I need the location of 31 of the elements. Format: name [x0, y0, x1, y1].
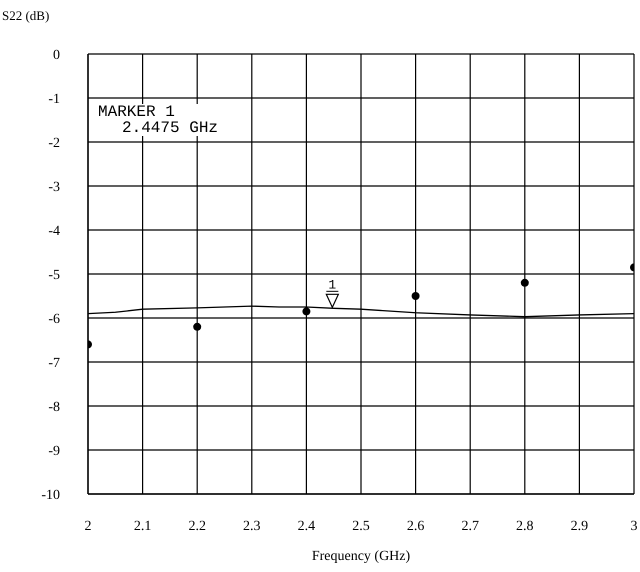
x-tick-label: 3	[630, 518, 638, 534]
x-tick-label: 2.2	[188, 518, 206, 534]
y-tick-label: -10	[41, 488, 60, 503]
y-tick-label: -6	[48, 312, 60, 327]
y-tick-label: -4	[48, 224, 60, 239]
y-tick-label: -8	[48, 400, 60, 415]
annotation: 2.4475 GHz	[121, 119, 218, 137]
y-tick-label: -1	[48, 92, 60, 107]
point	[412, 292, 420, 300]
y-tick-label: -3	[48, 180, 60, 195]
y-tick-label: -2	[48, 136, 60, 151]
y-axis-title: S22 (dB)	[2, 8, 50, 24]
y-tick-label: -7	[48, 356, 60, 371]
x-tick-label: 2.8	[516, 518, 534, 534]
x-tick-label: 2.6	[406, 518, 424, 534]
x-tick-label: 2.1	[134, 518, 152, 534]
x-axis-title: Frequency (GHz)	[312, 549, 411, 564]
y-tick-label: -9	[48, 444, 60, 459]
x-tick-label: 2	[84, 518, 92, 534]
annotation: 1	[328, 277, 336, 292]
point	[520, 278, 529, 287]
x-tick-label: 2.5	[352, 518, 370, 534]
x-tick-label: 2.7	[461, 518, 479, 534]
x-tick-label: 2.9	[570, 518, 588, 534]
annotation: MARKER 1	[98, 103, 176, 121]
x-tick-label: 2.3	[243, 518, 261, 534]
y-tick-label: -5	[48, 268, 60, 283]
point	[193, 322, 202, 331]
x-tick-label: 2.4	[298, 518, 316, 534]
y-tick-label: 0	[53, 48, 60, 63]
point	[302, 307, 310, 316]
